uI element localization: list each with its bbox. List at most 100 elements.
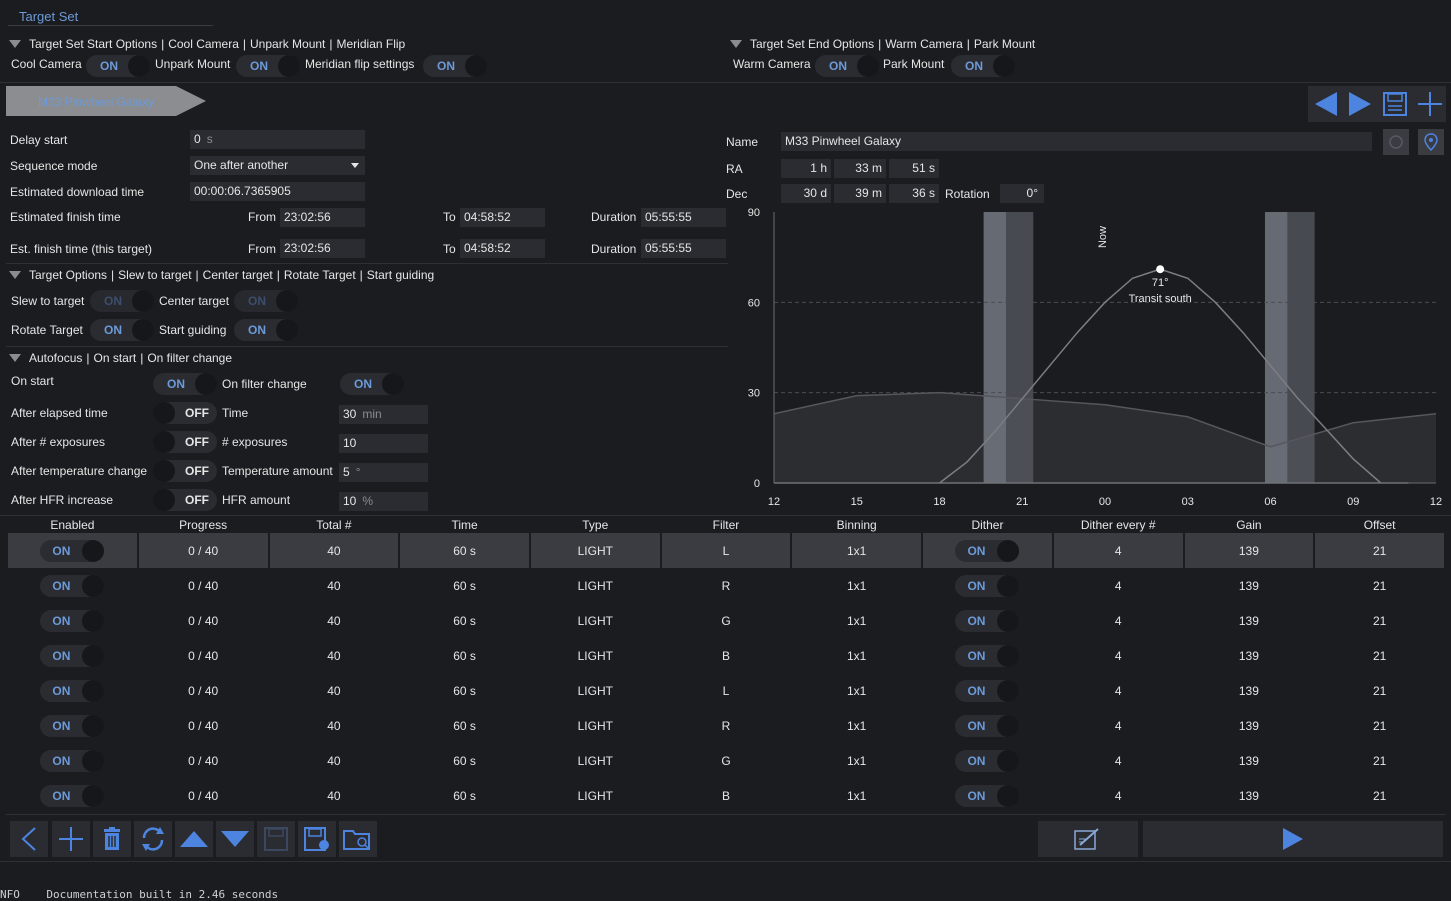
column-header[interactable]: Type xyxy=(582,518,609,532)
filter-cell[interactable]: B xyxy=(721,788,730,803)
offset-cell[interactable]: 21 xyxy=(1372,788,1387,803)
start-sequence-button[interactable] xyxy=(1143,821,1443,857)
offset-cell[interactable]: 21 xyxy=(1372,753,1387,768)
total-cell[interactable]: 40 xyxy=(327,648,341,663)
target-options-header[interactable]: Target Options | Slew to target | Center t… xyxy=(9,268,434,282)
type-cell[interactable]: LIGHT xyxy=(577,788,613,803)
binning-cell[interactable]: 1x1 xyxy=(847,578,867,593)
table-row[interactable]: ON 0 / 40 40 60 s LIGHT R 1x1 ON 4 139 21 xyxy=(8,568,1444,603)
save-target-icon[interactable] xyxy=(1380,88,1410,120)
sky-atlas-icon[interactable] xyxy=(1383,129,1409,155)
enabled-toggle[interactable]: ON xyxy=(40,679,105,702)
offset-cell[interactable]: 21 xyxy=(1372,613,1387,628)
time-cell[interactable]: 60 s xyxy=(400,533,529,568)
progress-cell[interactable]: 0 / 40 xyxy=(188,683,219,698)
af-on-start-toggle[interactable]: ON xyxy=(153,373,217,395)
center-toggle[interactable]: ON xyxy=(234,290,298,312)
end-options-header[interactable]: Target Set End Options | Warm Camera | P… xyxy=(730,37,1035,51)
reset-progress-icon[interactable] xyxy=(134,821,172,857)
dither-toggle[interactable]: ON xyxy=(955,784,1020,807)
save-sequence-as-icon[interactable] xyxy=(298,821,336,857)
type-cell[interactable]: LIGHT xyxy=(577,753,613,768)
dec-seconds-input[interactable]: 36 s xyxy=(889,184,939,203)
time-cell[interactable]: 60 s xyxy=(453,683,476,698)
filter-cell[interactable]: L xyxy=(722,683,730,698)
dither-every-cell[interactable]: 4 xyxy=(1053,533,1183,568)
enabled-toggle[interactable]: ON xyxy=(40,749,105,772)
save-sequence-disabled-icon[interactable] xyxy=(257,821,295,857)
dither-toggle[interactable]: ON xyxy=(955,609,1020,632)
column-header[interactable]: Progress xyxy=(179,518,228,532)
dither-every-cell[interactable]: 4 xyxy=(1114,788,1122,803)
offset-cell[interactable]: 21 xyxy=(1315,533,1444,568)
column-header[interactable]: Dither xyxy=(971,518,1004,532)
progress-cell[interactable]: 0 / 40 xyxy=(188,648,219,663)
time-cell[interactable]: 60 s xyxy=(453,718,476,733)
binning-cell[interactable]: 1x1 xyxy=(847,683,867,698)
enabled-toggle[interactable]: ON xyxy=(40,714,105,737)
dither-toggle[interactable]: ON xyxy=(955,679,1020,702)
previous-target-icon[interactable] xyxy=(1310,88,1342,120)
dither-toggle[interactable]: ON xyxy=(955,714,1020,737)
open-sequence-icon[interactable] xyxy=(339,821,377,857)
binning-cell[interactable]: 1x1 xyxy=(792,533,922,568)
move-up-icon[interactable] xyxy=(175,821,213,857)
type-cell[interactable]: LIGHT xyxy=(577,683,613,698)
column-header[interactable]: Offset xyxy=(1363,518,1396,532)
offset-cell[interactable]: 21 xyxy=(1372,578,1387,593)
table-row[interactable]: ON 0 / 40 40 60 s LIGHT B 1x1 ON 4 139 21 xyxy=(8,638,1444,673)
column-header[interactable]: Filter xyxy=(712,518,740,532)
table-row[interactable]: ON 0 / 40 40 60 s LIGHT R 1x1 ON 4 139 21 xyxy=(8,708,1444,743)
dither-toggle[interactable]: ON xyxy=(955,644,1020,667)
slew-toggle[interactable]: ON xyxy=(90,290,154,312)
rotation-input[interactable]: 0° xyxy=(1000,184,1044,203)
total-cell[interactable]: 40 xyxy=(327,683,341,698)
ra-seconds-input[interactable]: 51 s xyxy=(889,159,939,178)
type-cell[interactable]: LIGHT xyxy=(577,648,613,663)
af-num-exposures-input[interactable]: 10 xyxy=(339,434,428,453)
progress-cell[interactable]: 0 / 40 xyxy=(188,753,219,768)
time-cell[interactable]: 60 s xyxy=(453,578,476,593)
binning-cell[interactable]: 1x1 xyxy=(847,788,867,803)
table-row[interactable]: ON 0 / 40 40 60 s LIGHT B 1x1 ON 4 139 21 xyxy=(8,778,1444,813)
total-cell[interactable]: 40 xyxy=(269,533,399,568)
filter-cell[interactable]: G xyxy=(721,613,731,628)
gain-cell[interactable]: 139 xyxy=(1238,753,1259,768)
enabled-cell[interactable]: ON xyxy=(8,568,137,603)
dither-toggle[interactable]: ON xyxy=(955,574,1020,597)
column-header[interactable]: Enabled xyxy=(50,518,95,532)
ra-hours-input[interactable]: 1 h xyxy=(781,159,831,178)
dither-every-cell[interactable]: 4 xyxy=(1114,578,1122,593)
dither-toggle[interactable]: ON xyxy=(955,539,1020,562)
offset-cell[interactable]: 21 xyxy=(1372,683,1387,698)
progress-cell[interactable]: 0 / 40 xyxy=(188,718,219,733)
column-header[interactable]: Dither every # xyxy=(1080,518,1156,532)
dither-cell[interactable]: ON xyxy=(923,673,1052,708)
gain-cell[interactable]: 139 xyxy=(1238,578,1259,593)
time-cell[interactable]: 60 s xyxy=(453,788,476,803)
warm-camera-toggle[interactable]: ON xyxy=(815,55,879,77)
edit-sequence-button[interactable] xyxy=(1038,821,1138,857)
dec-minutes-input[interactable]: 39 m xyxy=(834,184,886,203)
progress-cell[interactable]: 0 / 40 xyxy=(188,613,219,628)
rotate-toggle[interactable]: ON xyxy=(90,319,154,341)
table-row[interactable]: ON 0 / 40 40 60 s LIGHT L 1x1 ON 4 139 21 xyxy=(8,533,1444,568)
dither-cell[interactable]: ON xyxy=(923,743,1052,778)
af-temp-amount-input[interactable]: 5 ° xyxy=(339,463,428,482)
gain-cell[interactable]: 139 xyxy=(1238,613,1259,628)
filter-cell[interactable]: G xyxy=(721,753,731,768)
enabled-cell[interactable]: ON xyxy=(8,638,137,673)
filter-cell[interactable]: L xyxy=(661,533,791,568)
enabled-toggle[interactable]: ON xyxy=(40,574,105,597)
target-tab[interactable]: M33 Pinwheel Galaxy xyxy=(6,86,206,116)
next-target-icon[interactable] xyxy=(1344,88,1376,120)
dither-every-cell[interactable]: 4 xyxy=(1114,718,1122,733)
af-filter-change-toggle[interactable]: ON xyxy=(340,373,404,395)
enabled-cell[interactable]: ON xyxy=(8,778,137,813)
add-target-icon[interactable] xyxy=(1414,88,1446,120)
enabled-toggle[interactable]: ON xyxy=(40,609,105,632)
location-pin-icon[interactable] xyxy=(1418,129,1444,155)
enabled-toggle[interactable]: ON xyxy=(40,784,105,807)
gain-cell[interactable]: 139 xyxy=(1238,683,1259,698)
back-icon[interactable] xyxy=(10,821,48,857)
